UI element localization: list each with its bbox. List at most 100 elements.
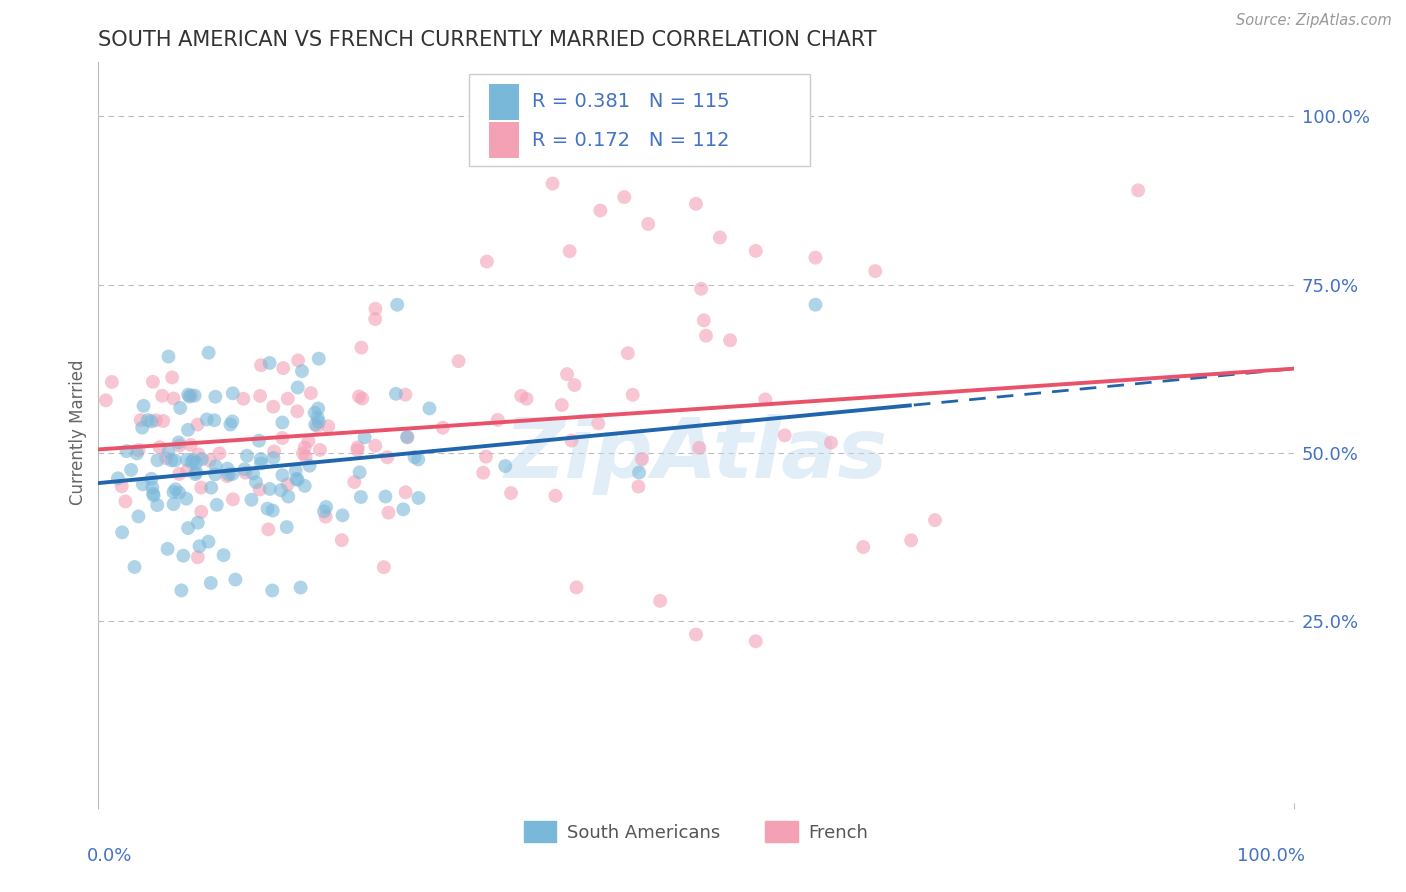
Point [236, 449, 259, 463]
Point [486, 413, 509, 427]
Point [494, 458, 516, 473]
Point [187, 447, 209, 461]
Point [277, 490, 299, 504]
Point [307, 401, 329, 416]
Point [804, 251, 827, 265]
Point [350, 341, 373, 355]
Point [152, 414, 174, 428]
Point [157, 444, 180, 458]
Point [160, 370, 183, 384]
Point [589, 203, 612, 218]
Point [688, 441, 710, 455]
Point [242, 467, 264, 481]
Point [177, 423, 200, 437]
Point [141, 472, 163, 486]
Point [114, 494, 136, 508]
Point [94, 393, 117, 408]
Point [299, 386, 322, 401]
Point [315, 509, 337, 524]
Point [146, 498, 169, 512]
Point [162, 392, 184, 406]
Point [564, 378, 586, 392]
Point [240, 492, 263, 507]
Point [271, 361, 294, 376]
Point [107, 471, 129, 485]
Text: 0.0%: 0.0% [87, 847, 132, 865]
Text: 100.0%: 100.0% [1237, 847, 1306, 865]
Point [188, 539, 211, 553]
Point [900, 533, 922, 548]
Point [262, 583, 284, 598]
Point [685, 627, 707, 641]
Point [217, 469, 239, 483]
Point [200, 576, 222, 591]
Point [865, 264, 887, 278]
Point [627, 479, 650, 493]
Point [204, 467, 226, 482]
Point [343, 475, 366, 489]
Point [392, 502, 415, 516]
Point [190, 481, 212, 495]
Point [222, 492, 245, 507]
Point [249, 389, 271, 403]
Point [172, 549, 194, 563]
Point [212, 548, 235, 562]
Point [271, 431, 294, 445]
Point [613, 190, 636, 204]
Point [233, 462, 256, 476]
Point [555, 367, 578, 381]
Point [160, 453, 183, 467]
Point [685, 196, 707, 211]
Y-axis label: Currently Married: Currently Married [69, 359, 87, 506]
Legend: South Americans, French: South Americans, French [516, 814, 876, 849]
Point [432, 420, 454, 434]
Point [176, 452, 198, 467]
Point [197, 534, 219, 549]
Point [180, 388, 202, 402]
Text: Source: ZipAtlas.com: Source: ZipAtlas.com [1236, 13, 1392, 29]
Point [695, 328, 717, 343]
Point [232, 392, 254, 406]
Point [204, 390, 226, 404]
Point [396, 430, 419, 444]
Point [128, 443, 150, 458]
Point [499, 486, 522, 500]
Point [167, 467, 190, 481]
Point [648, 594, 672, 608]
Point [174, 491, 197, 506]
Point [315, 500, 337, 514]
Point [101, 375, 124, 389]
Bar [489, 84, 519, 120]
Point [364, 312, 387, 326]
Point [163, 453, 186, 467]
Point [804, 298, 827, 312]
Point [617, 346, 640, 360]
Point [709, 230, 731, 244]
Point [287, 380, 309, 394]
Point [754, 392, 776, 407]
Point [364, 439, 387, 453]
Point [195, 412, 218, 426]
Point [200, 481, 222, 495]
Point [277, 392, 299, 406]
Point [544, 489, 567, 503]
Point [129, 413, 152, 427]
Point [558, 244, 581, 259]
Point [628, 466, 651, 480]
Point [205, 498, 228, 512]
Point [294, 479, 316, 493]
Point [276, 520, 298, 534]
Point [475, 254, 498, 268]
Point [394, 387, 416, 401]
Point [202, 413, 225, 427]
Point [111, 479, 134, 493]
Point [352, 392, 374, 406]
Point [235, 466, 257, 480]
Point [852, 540, 875, 554]
Point [773, 428, 796, 442]
Point [132, 399, 155, 413]
Point [291, 364, 314, 378]
Point [297, 434, 319, 448]
Point [259, 356, 281, 370]
Point [565, 581, 588, 595]
